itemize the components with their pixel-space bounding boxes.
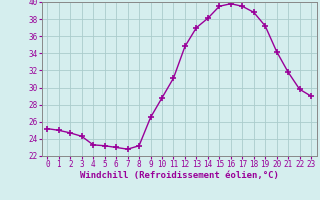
X-axis label: Windchill (Refroidissement éolien,°C): Windchill (Refroidissement éolien,°C) xyxy=(80,171,279,180)
